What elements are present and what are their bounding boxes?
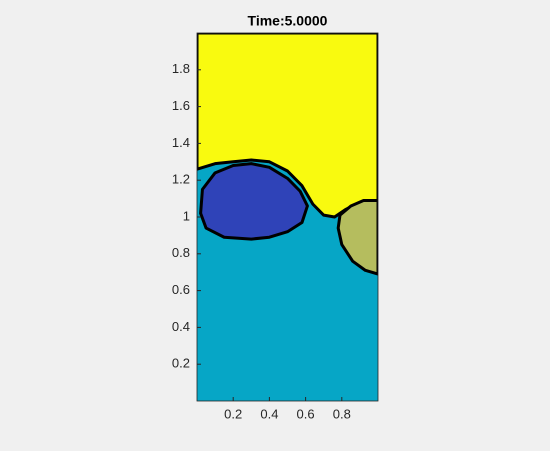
chart-title: Time:5.0000 [248, 13, 328, 29]
plot-area [197, 33, 378, 401]
y-tick-label: 0.4 [172, 319, 190, 334]
y-tick-label: 0.6 [172, 282, 190, 297]
x-tick-label: 0.8 [333, 406, 351, 421]
y-tick-label: 1.2 [172, 172, 190, 187]
region [336, 198, 378, 276]
x-tick-label: 0.6 [297, 406, 315, 421]
y-tick-label: 1.4 [172, 135, 190, 150]
x-tick-label: 0.2 [224, 406, 242, 421]
y-tick-label: 1.8 [172, 61, 190, 76]
region [197, 33, 378, 219]
y-tick-label: 1 [183, 208, 190, 223]
y-tick-label: 1.6 [172, 98, 190, 113]
y-tick-label: 0.2 [172, 356, 190, 371]
region [199, 162, 309, 241]
x-tick-label: 0.4 [260, 406, 278, 421]
y-tick-label: 0.8 [172, 245, 190, 260]
